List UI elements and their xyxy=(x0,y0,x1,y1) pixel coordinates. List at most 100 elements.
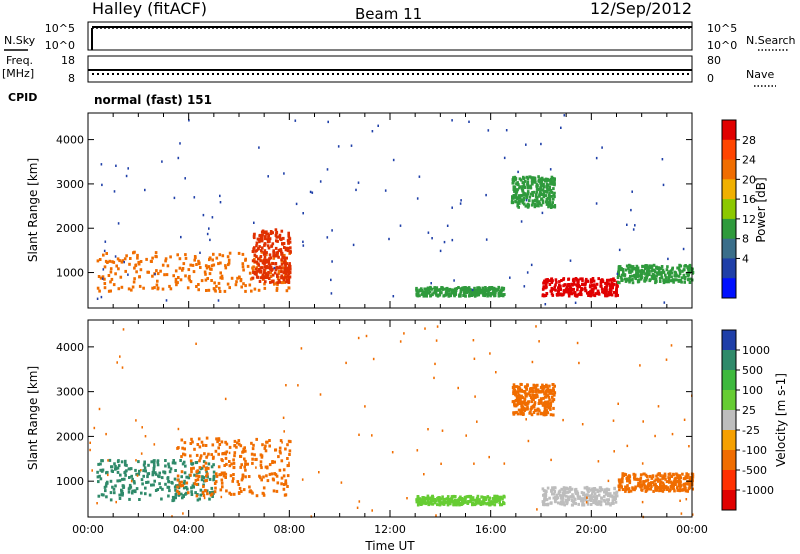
heatmap-cell xyxy=(247,475,251,478)
heatmap-cell xyxy=(482,293,485,297)
heatmap-cell xyxy=(446,224,449,227)
heatmap-cell xyxy=(263,259,266,263)
heatmap-cell xyxy=(487,129,490,132)
heatmap-cell xyxy=(656,486,660,490)
heatmap-cell xyxy=(550,489,553,493)
heatmap-cell xyxy=(616,280,620,284)
heatmap-cell xyxy=(239,465,242,469)
heatmap-cell xyxy=(451,206,453,209)
heatmap-cell xyxy=(559,493,562,497)
heatmap-cell xyxy=(657,472,661,476)
heatmap-cell xyxy=(224,476,227,479)
heatmap-cell xyxy=(280,229,284,233)
heatmap-cell xyxy=(212,470,216,474)
heatmap-cell xyxy=(669,279,673,283)
heatmap-cell xyxy=(454,288,458,292)
heatmap-cell xyxy=(664,477,667,481)
heatmap-cell xyxy=(440,462,442,465)
heatmap-cell xyxy=(591,277,595,280)
heatmap-cell xyxy=(145,481,148,484)
heatmap-cell xyxy=(377,124,379,127)
heatmap-cell xyxy=(213,288,217,292)
heatmap-cell xyxy=(476,286,479,290)
heatmap-cell xyxy=(539,390,543,394)
heatmap-cell xyxy=(156,488,159,491)
heatmap-cell xyxy=(607,488,611,492)
heatmap-cell xyxy=(288,461,290,465)
heatmap-cell xyxy=(543,385,546,389)
heatmap-cell xyxy=(634,275,637,279)
heatmap-cell xyxy=(286,443,289,447)
heatmap-cell xyxy=(522,182,526,185)
heatmap-cell xyxy=(177,156,180,160)
heatmap-cell xyxy=(177,491,181,495)
heatmap-cell xyxy=(572,287,575,291)
heatmap-cell xyxy=(525,387,528,391)
heatmap-cell xyxy=(154,251,158,255)
heatmap-cell xyxy=(269,232,273,235)
heatmap-cell xyxy=(168,489,171,493)
heatmap-cell xyxy=(258,245,261,249)
xtick-label: 00:00 xyxy=(72,523,104,536)
colorbar-swatch xyxy=(722,199,736,220)
heatmap-cell xyxy=(158,482,161,486)
heatmap-cell xyxy=(152,461,156,465)
heatmap-cell xyxy=(436,496,439,500)
heatmap-cell xyxy=(670,475,674,478)
heatmap-cell xyxy=(181,462,185,466)
heatmap-cell xyxy=(650,481,653,485)
heatmap-cell xyxy=(550,389,553,393)
heatmap-cell xyxy=(513,175,517,179)
heatmap-cell xyxy=(236,441,239,445)
heatmap-cell xyxy=(549,404,552,408)
heatmap-cell xyxy=(524,204,528,208)
heatmap-cell xyxy=(104,240,107,243)
heatmap-cell xyxy=(181,446,184,450)
heatmap-cell xyxy=(371,434,373,437)
heatmap-cell xyxy=(562,418,564,422)
heatmap-cell xyxy=(227,263,230,267)
heatmap-cell xyxy=(132,280,136,284)
heatmap-cell xyxy=(218,286,221,290)
heatmap-cell xyxy=(267,246,271,250)
heatmap-cell xyxy=(549,391,553,395)
heatmap-cell xyxy=(183,479,186,483)
heatmap-cell xyxy=(149,259,153,263)
heatmap-cell xyxy=(208,272,212,276)
ytick-label: 2000 xyxy=(56,222,84,235)
heatmap-cell xyxy=(202,460,206,464)
heatmap-cell xyxy=(543,404,547,408)
heatmap-cell xyxy=(180,470,184,474)
heatmap-cell xyxy=(207,466,210,470)
heatmap-cell xyxy=(671,267,674,271)
heatmap-cell xyxy=(330,292,333,295)
heatmap-cell xyxy=(275,474,279,478)
heatmap-cell xyxy=(610,293,614,297)
heatmap-cell xyxy=(485,238,488,241)
heatmap-cell xyxy=(217,262,220,266)
heatmap-cell xyxy=(257,257,260,261)
heatmap-cell xyxy=(536,412,539,416)
heatmap-cell xyxy=(521,405,525,409)
heatmap-cell xyxy=(268,472,272,476)
heatmap-cell xyxy=(567,283,570,287)
heatmap-cell xyxy=(503,495,506,499)
heatmap-cell xyxy=(283,246,286,249)
heatmap-cell xyxy=(676,476,680,480)
heatmap-cell xyxy=(197,283,200,286)
heatmap-cell xyxy=(647,487,651,491)
heatmap-cell xyxy=(279,266,282,270)
heatmap-cell xyxy=(202,494,206,497)
heatmap-cell xyxy=(177,427,180,431)
heatmap-cell xyxy=(244,475,247,479)
heatmap-cell xyxy=(480,500,484,504)
heatmap-cell xyxy=(528,199,531,203)
heatmap-cell xyxy=(190,467,193,471)
heatmap-cell xyxy=(241,474,245,478)
heatmap-cell xyxy=(220,481,224,485)
heatmap-cell xyxy=(130,288,133,292)
heatmap-cell xyxy=(105,432,107,436)
heatmap-cell xyxy=(447,294,451,298)
ytick-label: 3000 xyxy=(56,386,84,399)
